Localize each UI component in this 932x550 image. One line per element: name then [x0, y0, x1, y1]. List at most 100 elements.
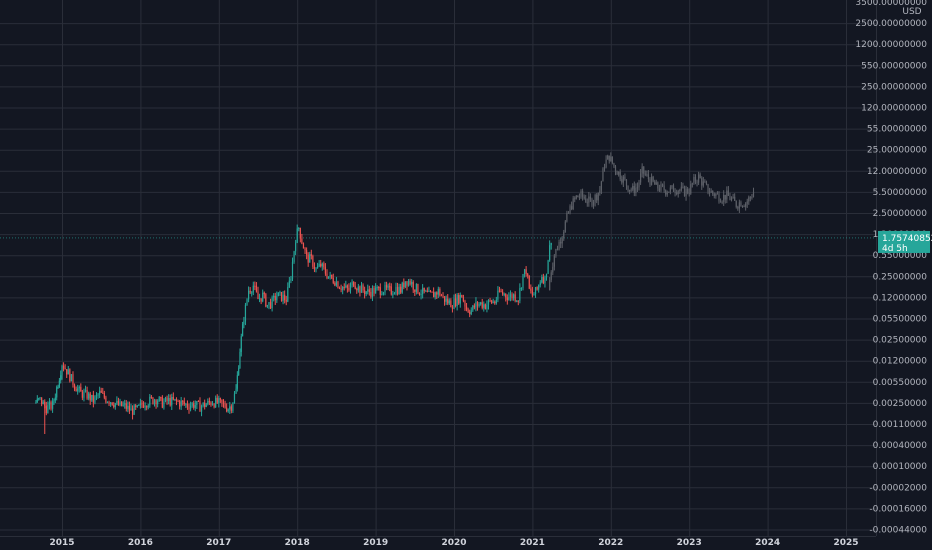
candle: [396, 287, 399, 295]
projection-candle: [644, 173, 646, 175]
candle: [442, 295, 444, 297]
projection-candle: [555, 249, 557, 256]
candle: [487, 300, 490, 305]
projection-candle: [597, 192, 599, 201]
candle: [232, 402, 234, 411]
candle: [105, 397, 107, 403]
price-axis[interactable]: 3500.00000000 2500.00000000 1200.00000000 5…: [855, 0, 932, 550]
y-tick-label: 120.00000000: [861, 104, 927, 114]
candle: [473, 305, 475, 308]
candle: [384, 285, 386, 293]
candle: [340, 288, 342, 290]
y-tick-label: 1200.00000000: [855, 40, 927, 50]
candle: [157, 401, 159, 405]
y-tick-label: 2.50000000: [873, 209, 928, 219]
candle: [205, 404, 207, 407]
projection-candle: [716, 193, 719, 195]
projection-candle: [594, 194, 596, 202]
candle: [94, 396, 96, 403]
projection-candle: [577, 195, 579, 198]
candle: [375, 287, 377, 294]
y-tick-label: 0.00040000: [873, 441, 928, 451]
x-tick-label: 2017: [206, 538, 231, 548]
candle: [255, 285, 258, 292]
candle: [334, 282, 336, 286]
candle: [64, 368, 66, 370]
candle: [41, 397, 43, 405]
projection-candle: [690, 184, 692, 194]
candle: [531, 290, 533, 296]
price-axis-bg: [876, 0, 932, 550]
candle: [269, 302, 272, 309]
time-axis[interactable]: 2015 2016 2017 2018 2019 2020 2021 2022 2023 2024…: [0, 536, 876, 549]
candle: [519, 288, 521, 301]
candle: [179, 401, 181, 407]
candle: [337, 281, 339, 289]
projection-candle: [658, 188, 661, 191]
candle: [357, 286, 359, 291]
candle: [282, 294, 284, 301]
projection-candle: [672, 185, 675, 192]
price-axis-unit: USD: [902, 7, 921, 17]
candle: [149, 396, 151, 406]
projection-candle: [743, 206, 745, 208]
projection-candle: [578, 196, 581, 198]
candle: [299, 227, 301, 239]
candle: [197, 401, 200, 403]
candle: [450, 300, 452, 308]
projection-candle: [718, 193, 720, 202]
projection-candle: [591, 199, 593, 206]
candle: [194, 405, 196, 408]
projection-candle: [701, 178, 703, 186]
candle: [462, 297, 465, 302]
projection-candle: [610, 156, 612, 162]
projection-candle: [647, 174, 650, 179]
projection-candle: [650, 176, 653, 185]
candle: [160, 397, 162, 399]
projection-candle: [622, 176, 624, 183]
candle: [459, 295, 461, 304]
candle: [406, 281, 408, 286]
projection-candle: [652, 176, 654, 182]
candle: [241, 324, 244, 337]
candle: [36, 398, 38, 403]
x-tick-label: 2023: [677, 538, 702, 548]
candle: [295, 242, 297, 252]
projection-candle: [558, 241, 560, 250]
projection-candle: [574, 198, 576, 200]
candle: [506, 297, 508, 301]
projection-candle: [630, 189, 632, 191]
candle: [401, 282, 403, 293]
candle: [110, 402, 112, 404]
candle: [216, 397, 218, 403]
candle: [469, 312, 471, 315]
projection-candle: [696, 181, 698, 183]
projection-candle: [608, 155, 610, 162]
candle: [307, 254, 309, 263]
candle: [454, 298, 457, 306]
candle: [199, 401, 201, 412]
projection-candle: [704, 181, 706, 183]
x-tick-label: 2021: [520, 538, 545, 548]
candle: [381, 294, 383, 296]
projection-candle: [669, 187, 671, 192]
candle: [86, 390, 88, 399]
candle: [108, 402, 110, 404]
candle: [494, 301, 496, 304]
candle: [124, 403, 126, 405]
candle: [480, 302, 482, 305]
candle: [122, 404, 124, 406]
candle: [368, 289, 370, 292]
candle: [284, 294, 286, 300]
candle: [114, 403, 116, 407]
y-tick-label: 0.25000000: [873, 272, 928, 282]
y-tick-label: 3500.00000000: [855, 0, 927, 8]
candle: [100, 390, 102, 393]
projection-candle: [607, 155, 609, 160]
candle: [453, 298, 455, 309]
candle: [315, 268, 317, 270]
candle: [517, 300, 519, 302]
candle: [495, 299, 497, 304]
